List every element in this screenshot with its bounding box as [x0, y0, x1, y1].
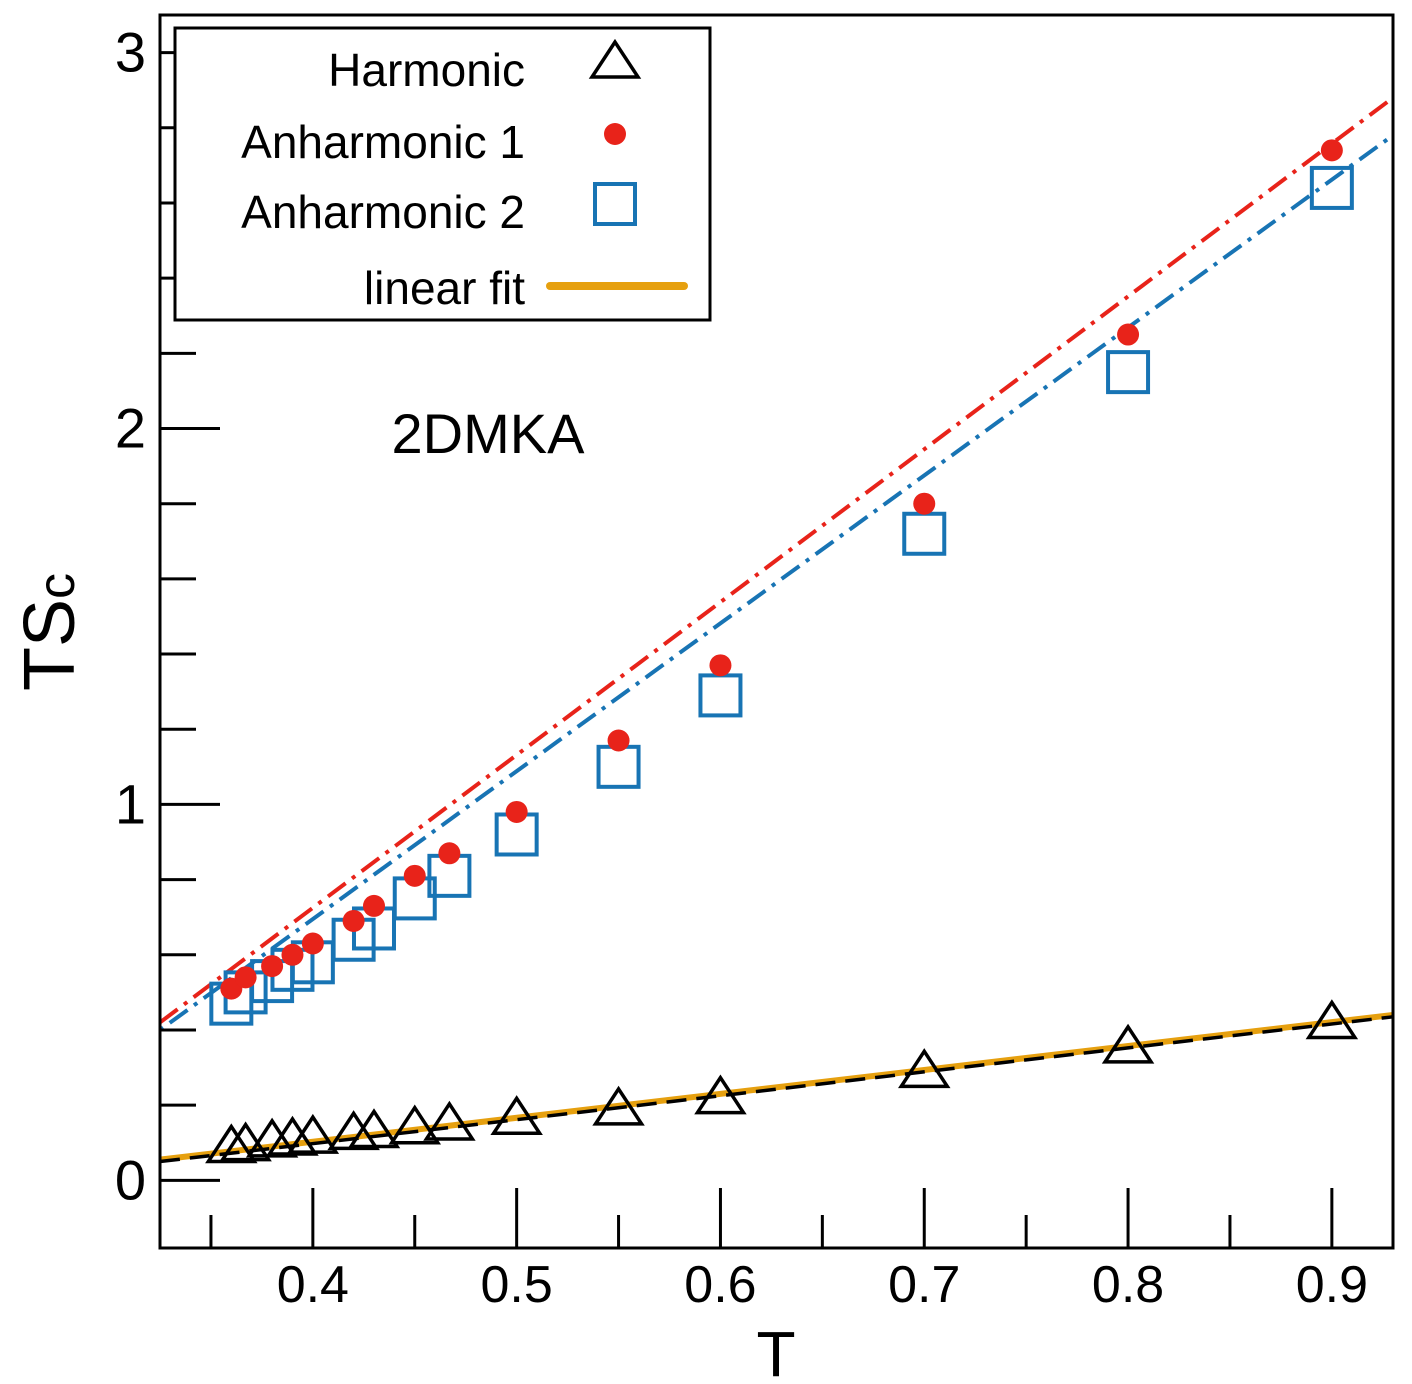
harmonic-point: [490, 1095, 543, 1136]
harmonic-point: [592, 1085, 645, 1126]
harmonic-point: [694, 1074, 747, 1115]
harmonic-point: [898, 1048, 951, 1089]
x-tick-label: 0.8: [1092, 1256, 1164, 1314]
harmonic-point: [266, 1115, 319, 1156]
svg-text:TSc: TSc: [10, 573, 90, 691]
y-tick-label: 1: [115, 772, 146, 835]
y-tick-label: 3: [115, 21, 146, 84]
legend-marker: [593, 182, 637, 226]
harmonic-point: [327, 1110, 380, 1151]
anharmonic1-point: [438, 842, 461, 865]
anharmonic1-point: [362, 894, 385, 917]
x-tick-label: 0.7: [888, 1256, 960, 1314]
x-tick-label: 0.9: [1296, 1256, 1368, 1314]
harmonic-point: [205, 1123, 258, 1164]
legend-label: linear fit: [364, 262, 525, 314]
legend-label: Anharmonic 1: [241, 116, 525, 168]
legend-marker: [604, 123, 626, 145]
legend-label: Anharmonic 2: [241, 186, 525, 238]
y-axis-label-sub: c: [28, 573, 86, 599]
anharmonic2-point: [596, 744, 641, 789]
y-axis-label-main: TS: [10, 599, 90, 691]
harmonic-point: [245, 1117, 299, 1158]
axis-ticks: [160, 51, 1334, 1248]
y-axis-label: TSc: [10, 573, 90, 691]
chart-annotation: 2DMKA: [392, 402, 586, 465]
fit-lines: [158, 96, 1395, 1164]
x-tick-label: 0.4: [277, 1256, 349, 1314]
harmonic-point: [1305, 999, 1359, 1040]
harmonic-point: [347, 1108, 401, 1149]
anharmonic1-point: [281, 943, 304, 966]
harmonic-point: [286, 1113, 340, 1154]
anharmonic1-point: [301, 932, 324, 955]
anharmonic1-point: [607, 729, 630, 752]
data-markers: [205, 139, 1359, 1164]
harmonic-point: [388, 1104, 441, 1145]
y-tick-label: 2: [115, 397, 146, 460]
plot-frame: [158, 13, 1395, 1250]
axis-tick-labels: 0.4 0.5 0.6 0.7 0.8 0.9 0 1 2 3: [115, 21, 1368, 1314]
anharmonic1-point: [505, 800, 528, 823]
anharmonic1-point: [342, 909, 365, 932]
harmonic-point: [423, 1100, 476, 1141]
anharmonic1-point: [1320, 139, 1343, 162]
anharmonic2-point: [902, 511, 947, 556]
legend: Harmonic Anharmonic 1 Anharmonic 2 linear f…: [173, 26, 712, 322]
anharmonic1-point: [709, 654, 732, 677]
anharmonic1-point: [913, 492, 936, 515]
y-tick-label: 0: [115, 1148, 146, 1211]
harmonic-point: [1101, 1023, 1155, 1064]
anharmonic2-point: [1309, 165, 1354, 210]
legend-label: Harmonic: [328, 44, 525, 96]
legend-marker: [588, 38, 642, 79]
x-axis-label: T: [756, 1318, 795, 1384]
fit-line: [159, 1011, 1394, 1163]
anharmonic1-point: [403, 864, 426, 887]
x-tick-label: 0.6: [684, 1256, 756, 1314]
fit-line: [158, 133, 1395, 1032]
anharmonic1-point: [1117, 323, 1140, 346]
x-tick-label: 0.5: [481, 1256, 553, 1314]
anharmonic1-point: [261, 955, 284, 978]
anharmonic2-point: [698, 673, 743, 718]
fit-line: [159, 1015, 1394, 1164]
anharmonic1-point: [234, 966, 257, 989]
fit-line: [158, 96, 1395, 1025]
anharmonic2-point: [1106, 350, 1151, 395]
